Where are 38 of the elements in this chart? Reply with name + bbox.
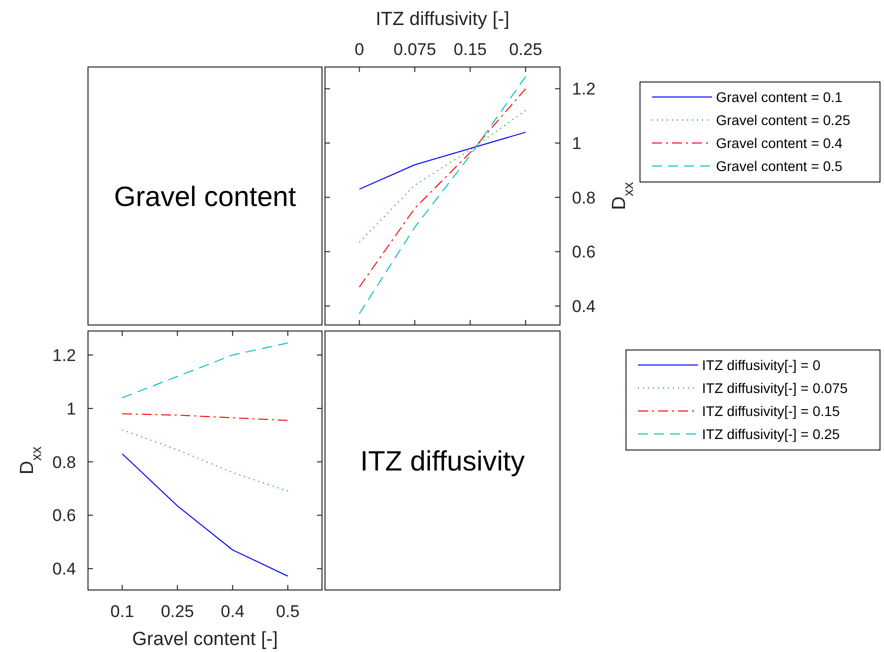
legend-label: Gravel content = 0.1: [716, 89, 843, 105]
x-axis-title: Gravel content [-]: [132, 629, 278, 650]
line-series: [122, 429, 288, 492]
y-tick-label: 0.6: [52, 506, 76, 526]
x-tick-label: 0: [354, 40, 364, 59]
line-series: [358, 110, 526, 243]
x-axis-title: ITZ diffusivity [-]: [376, 9, 510, 30]
y-tick-label: 1: [66, 399, 76, 418]
x-tick-label: 0.075: [394, 40, 436, 59]
x-tick-label: 0.15: [454, 40, 487, 59]
line-series: [122, 453, 288, 577]
legend-label: ITZ diffusivity[-] = 0.25: [702, 426, 840, 442]
legend-label: Gravel content = 0.4: [716, 135, 843, 151]
legend-label: Gravel content = 0.25: [716, 112, 850, 128]
y-tick-label: 0.8: [52, 452, 76, 472]
legend-label: ITZ diffusivity[-] = 0.075: [702, 380, 848, 396]
legend-label: ITZ diffusivity[-] = 0.15: [702, 403, 840, 419]
line-series: [358, 88, 526, 288]
legend-label: Gravel content = 0.5: [716, 158, 843, 174]
text: ITZ diffusivity: [360, 446, 525, 476]
x-tick-label: 0.4: [220, 602, 244, 621]
y-tick-label: 1: [572, 134, 582, 154]
line-series: [122, 342, 288, 398]
line-series: [358, 132, 526, 190]
legend-label: ITZ diffusivity[-] = 0: [702, 357, 821, 373]
y-tick-label: 0.4: [572, 296, 596, 316]
line-series: [358, 76, 526, 314]
x-tick-label: 0.5: [276, 602, 300, 621]
y-tick-label: 0.4: [52, 560, 76, 579]
x-tick-label: 0.25: [160, 602, 194, 621]
x-tick-label: 0.1: [110, 602, 134, 621]
x-tick-label: 0.25: [509, 40, 542, 59]
y-tick-label: 0.8: [572, 188, 596, 208]
text: Gravel content: [114, 181, 296, 212]
y-tick-label: 1.2: [572, 80, 596, 99]
y-tick-label: 1.2: [52, 346, 76, 366]
y-tick-label: 0.6: [572, 242, 596, 262]
line-series: [122, 413, 288, 421]
